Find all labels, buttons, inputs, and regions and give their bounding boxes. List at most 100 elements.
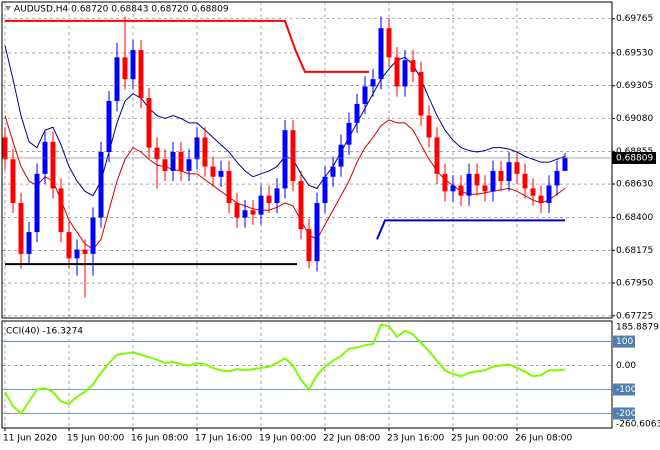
- candle-body: [34, 173, 40, 233]
- y-tick-label: 0.69530: [616, 48, 653, 58]
- candle-body: [394, 57, 400, 87]
- y-tick-label: 0.68400: [616, 213, 653, 223]
- level-label-box: [613, 335, 635, 348]
- candle-body: [410, 60, 416, 72]
- candle-body: [338, 144, 344, 167]
- y-tick-label: 0.67950: [616, 279, 653, 289]
- candle-body: [50, 141, 56, 189]
- candle-body: [546, 185, 552, 203]
- x-tick-label: 26 Jun 08:00: [515, 434, 572, 444]
- level-line: [5, 19, 369, 73]
- candle-body: [498, 170, 504, 182]
- candle-body: [186, 159, 192, 171]
- candle-body: [178, 151, 184, 171]
- candle-body: [378, 28, 384, 80]
- candle-body: [458, 185, 464, 196]
- y-tick-label: 0.67725: [616, 311, 653, 321]
- candle-body: [82, 249, 88, 254]
- candle-body: [362, 86, 368, 104]
- current-price-label: 0.68809: [616, 153, 653, 163]
- candle-body: [282, 130, 288, 189]
- candle-body: [242, 210, 248, 218]
- candle-body: [66, 232, 72, 259]
- candle-body: [418, 71, 424, 116]
- candle-body: [74, 249, 80, 259]
- candle-body: [346, 122, 352, 145]
- indicator-tick-label: -260.6063: [616, 420, 660, 430]
- candle-body: [2, 137, 8, 160]
- candle-body: [138, 50, 144, 99]
- candle-body: [306, 229, 312, 262]
- candle-body: [130, 50, 136, 80]
- candle-body: [274, 188, 280, 203]
- y-tick-label: 0.68855: [616, 147, 653, 157]
- candle-body: [258, 195, 264, 215]
- candle-body: [114, 57, 120, 102]
- candle-body: [250, 210, 256, 215]
- indicator-tick-label: -100: [616, 385, 637, 395]
- x-tick-label: 11 Jun 2020: [3, 434, 57, 444]
- candle-body: [122, 57, 128, 80]
- candle-body: [482, 185, 488, 192]
- x-tick-label: 17 Jun 16:00: [195, 434, 252, 444]
- indicator-tick-label: -200: [616, 409, 637, 419]
- candle-body: [290, 130, 296, 182]
- candle-body: [146, 98, 152, 148]
- candle-body: [98, 151, 104, 218]
- candle-body: [514, 162, 520, 174]
- x-tick-label: 16 Jun 08:00: [131, 434, 188, 444]
- candle-body: [234, 202, 240, 218]
- indicator-label: CCI(40) -16.3274: [6, 327, 83, 337]
- candle-body: [298, 181, 304, 230]
- candle-body: [442, 173, 448, 192]
- indicator-panel: [1, 320, 613, 429]
- y-tick-label: 0.69765: [616, 14, 653, 24]
- level-label-box: [613, 383, 635, 396]
- current-price-box: [612, 151, 656, 164]
- y-tick-label: 0.68175: [616, 246, 653, 256]
- candle-body: [226, 170, 232, 203]
- price-panel: [1, 1, 613, 319]
- candle-body: [370, 79, 376, 87]
- x-tick-label: 19 Jun 00:00: [259, 434, 316, 444]
- candle-body: [202, 137, 208, 167]
- candle-body: [170, 151, 176, 171]
- y-tick-label: 0.69080: [616, 114, 653, 124]
- candle-body: [266, 195, 272, 203]
- indicator-line: [4, 323, 566, 415]
- candle-body: [450, 185, 456, 192]
- candle-body: [322, 176, 328, 203]
- candle-body: [466, 173, 472, 196]
- candle-body: [530, 188, 536, 196]
- candle-body: [162, 159, 168, 171]
- level-label-box: [613, 407, 635, 420]
- candle-body: [434, 137, 440, 174]
- candle-body: [194, 137, 200, 160]
- candle-body: [106, 101, 112, 152]
- x-tick-label: 15 Jun 00:00: [67, 434, 124, 444]
- candle-body: [402, 60, 408, 87]
- chart-title: AUDUSD,H4 0.68720 0.68843 0.68720 0.6880…: [14, 5, 229, 15]
- candle-body: [562, 157, 568, 171]
- candle-body: [330, 166, 336, 177]
- indicator-tick-label: 100: [616, 337, 633, 347]
- indicator-tick-label: 185.8879: [616, 323, 659, 333]
- indicator-tick-label: 0.00: [616, 361, 636, 371]
- candle-body: [474, 173, 480, 186]
- candle-body: [218, 170, 224, 177]
- y-tick-label: 0.68630: [616, 180, 653, 190]
- moving-average: [4, 115, 566, 251]
- level-line: [376, 219, 565, 240]
- candle-body: [426, 115, 432, 138]
- candle-body: [522, 173, 528, 189]
- y-tick-label: 0.69305: [616, 81, 653, 91]
- x-tick-label: 25 Jun 00:00: [451, 434, 508, 444]
- candle-body: [210, 166, 216, 177]
- x-tick-label: 22 Jun 08:00: [323, 434, 380, 444]
- candle-body: [18, 202, 24, 254]
- candle-body: [506, 162, 512, 182]
- candle-body: [26, 232, 32, 254]
- candle-body: [554, 170, 560, 186]
